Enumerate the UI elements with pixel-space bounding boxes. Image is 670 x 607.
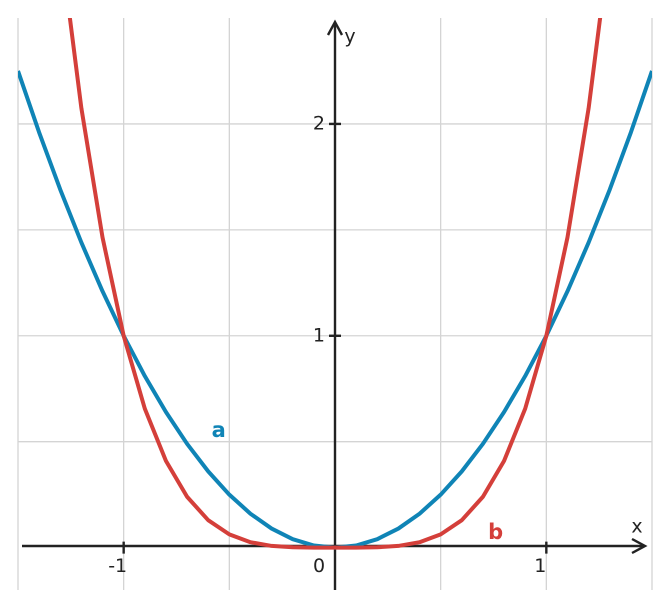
curve-label: b — [488, 520, 503, 544]
y-axis-label: y — [344, 26, 355, 48]
curve-label: a — [212, 418, 226, 442]
x-arrow — [631, 537, 648, 555]
x-axis-label: x — [631, 516, 642, 538]
x-tick-label: -1 — [108, 555, 127, 577]
y-tick-label: 1 — [313, 324, 325, 346]
y-tick-label: 2 — [313, 112, 325, 134]
y-arrow — [326, 19, 344, 36]
curves — [18, 18, 652, 550]
curve — [67, 18, 603, 550]
origin-label: 0 — [313, 555, 325, 577]
x-tick-label: 1 — [534, 555, 546, 577]
axes: x y -1 0 1 1 2 a b — [22, 19, 648, 590]
